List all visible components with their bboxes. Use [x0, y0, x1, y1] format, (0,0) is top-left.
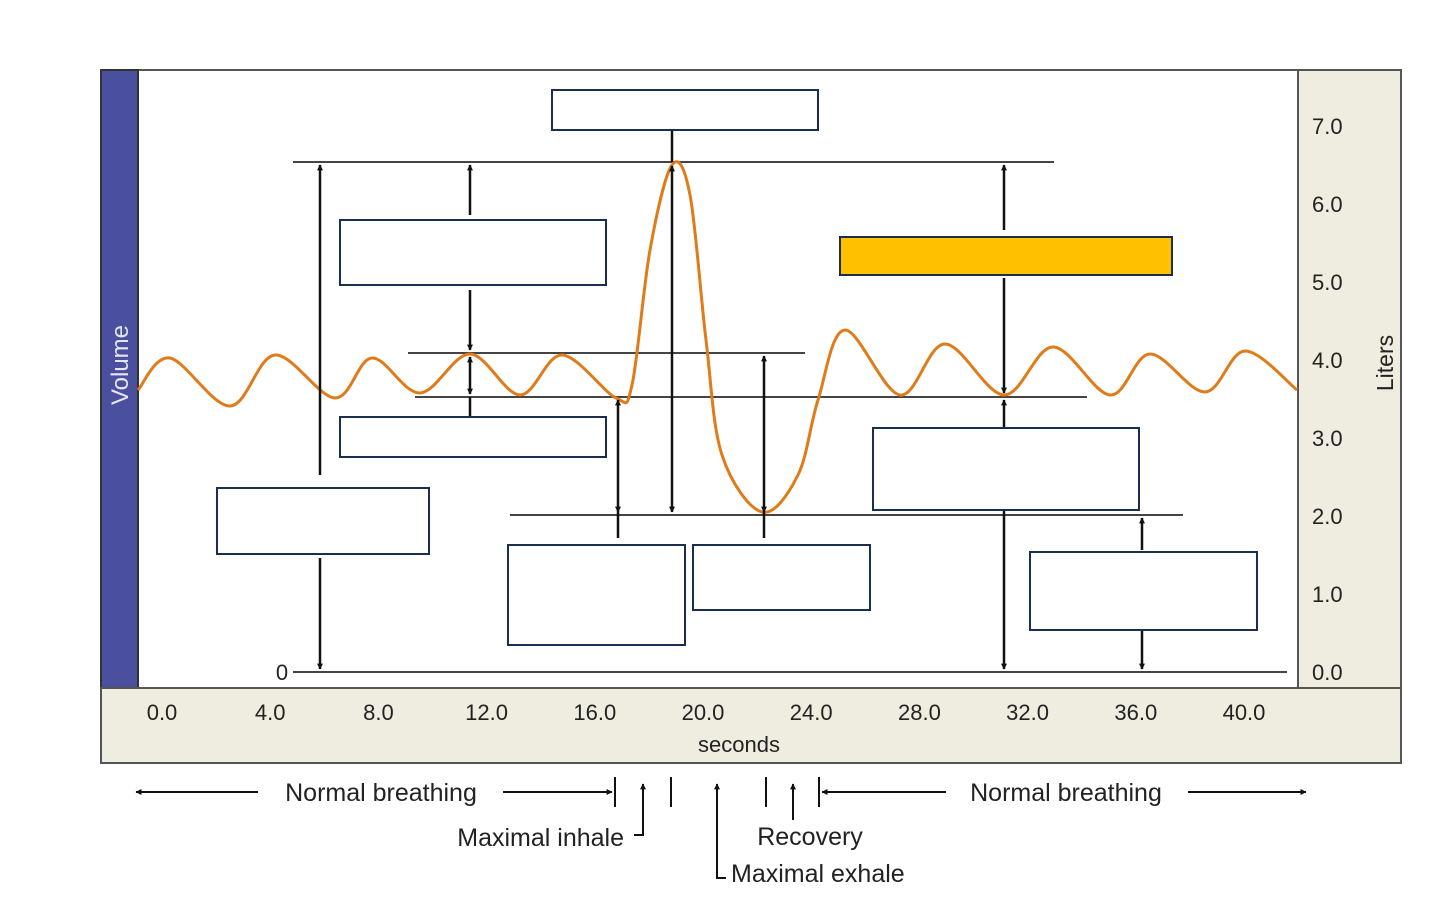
x-tick-label: 12.0 — [465, 700, 508, 725]
liters-panel — [1297, 69, 1402, 689]
x-tick-label: 16.0 — [573, 700, 616, 725]
volume-curve — [136, 160, 1298, 514]
maximal-exhale-arrow — [714, 783, 726, 879]
label-box-upper-left[interactable] — [339, 219, 607, 286]
y-tick-label: 4.0 — [1312, 348, 1343, 373]
x-tick-label: 0.0 — [147, 700, 178, 725]
label-box-right-bottom[interactable] — [1029, 551, 1258, 631]
label-box-top[interactable] — [551, 89, 819, 131]
label-box-left[interactable] — [216, 487, 430, 555]
label-box-highlighted[interactable] — [839, 236, 1173, 276]
normal-breathing-left-label: Normal breathing — [285, 779, 477, 807]
label-boxes — [216, 89, 1258, 646]
x-tick-labels: 0.0 4.0 8.0 12.0 16.0 20.0 24.0 28.0 32.0 36.0 40.… — [147, 700, 1266, 725]
x-tick-label: 32.0 — [1006, 700, 1049, 725]
y-tick-label: 3.0 — [1312, 426, 1343, 451]
maximal-exhale-label: Maximal exhale — [731, 860, 905, 888]
reference-lines — [293, 161, 1287, 673]
y-tick-label: 5.0 — [1312, 270, 1343, 295]
x-tick-label: 40.0 — [1223, 700, 1266, 725]
y-tick-label: 6.0 — [1312, 192, 1343, 217]
x-tick-label: 20.0 — [682, 700, 725, 725]
maximal-inhale-label: Maximal inhale — [457, 824, 624, 852]
y-tick-labels: 7.0 6.0 5.0 4.0 3.0 2.0 1.0 0.0 — [1312, 114, 1343, 685]
label-box-right-middle[interactable] — [872, 427, 1140, 511]
x-tick-label: 28.0 — [898, 700, 941, 725]
y-tick-label: 0.0 — [1312, 660, 1343, 685]
y-tick-label: 1.0 — [1312, 582, 1343, 607]
x-tick-label: 24.0 — [790, 700, 833, 725]
recovery-label: Recovery — [757, 823, 863, 851]
phase-markers — [135, 777, 1307, 879]
normal-breathing-right-label: Normal breathing — [970, 779, 1162, 807]
label-box-middle-left[interactable] — [339, 416, 607, 458]
label-box-bottom-center-right[interactable] — [692, 544, 871, 611]
chart-frame — [100, 69, 1402, 764]
x-tick-label: 8.0 — [363, 700, 394, 725]
y-tick-label: 7.0 — [1312, 114, 1343, 139]
volume-bar — [100, 69, 139, 689]
zero-label: 0 — [276, 660, 288, 685]
x-tick-label: 36.0 — [1114, 700, 1157, 725]
measurement-arrows — [317, 130, 1145, 670]
label-box-bottom-center-left[interactable] — [507, 544, 686, 646]
maximal-inhale-arrow — [634, 783, 646, 836]
liters-axis-label: Liters — [1372, 335, 1398, 391]
volume-axis-label: Volume — [107, 325, 134, 405]
seconds-panel — [100, 687, 1402, 764]
x-tick-label: 4.0 — [255, 700, 286, 725]
y-tick-label: 2.0 — [1312, 504, 1343, 529]
seconds-axis-label: seconds — [698, 732, 780, 757]
